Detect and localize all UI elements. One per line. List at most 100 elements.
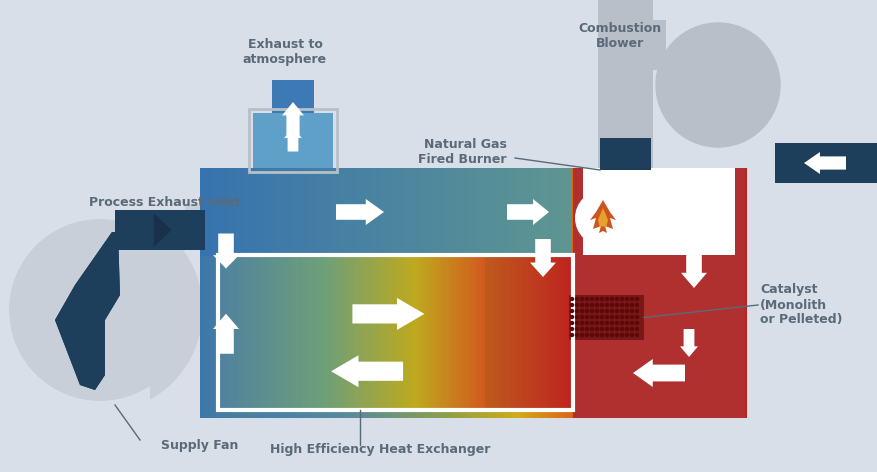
Bar — [331, 168, 334, 418]
Circle shape — [625, 303, 629, 306]
Bar — [378, 168, 381, 418]
Circle shape — [631, 303, 633, 306]
Bar — [332, 168, 336, 418]
Bar — [210, 256, 214, 418]
Bar — [487, 168, 491, 256]
Bar — [415, 255, 418, 410]
Bar — [431, 168, 436, 256]
Bar — [348, 168, 353, 256]
Bar — [422, 255, 425, 410]
Bar — [373, 168, 376, 418]
Circle shape — [590, 310, 594, 312]
Bar — [629, 168, 632, 418]
Bar — [274, 168, 279, 256]
Circle shape — [10, 220, 190, 400]
Bar — [424, 255, 428, 410]
Bar — [454, 255, 459, 410]
Bar — [710, 168, 714, 418]
Bar — [332, 255, 336, 410]
Bar — [351, 168, 354, 418]
Bar — [342, 168, 346, 256]
Circle shape — [616, 321, 618, 325]
Bar — [242, 168, 245, 418]
Circle shape — [625, 310, 629, 312]
Circle shape — [636, 297, 638, 301]
Circle shape — [571, 303, 574, 306]
Bar — [405, 168, 409, 418]
Bar — [217, 168, 219, 418]
Bar — [453, 168, 456, 418]
Bar — [680, 168, 683, 418]
Bar — [210, 168, 214, 418]
Circle shape — [571, 328, 574, 330]
Bar — [553, 168, 556, 418]
Circle shape — [590, 315, 594, 319]
Bar — [520, 168, 523, 418]
Bar — [391, 168, 394, 418]
Bar — [439, 168, 443, 418]
Bar — [374, 255, 378, 410]
Bar — [289, 168, 294, 256]
Bar — [271, 168, 275, 418]
Circle shape — [590, 297, 594, 301]
Bar — [483, 255, 487, 410]
Bar — [317, 168, 322, 256]
Bar — [732, 168, 736, 418]
Bar — [344, 255, 347, 410]
Polygon shape — [55, 232, 120, 390]
Bar — [507, 255, 510, 410]
Bar — [438, 255, 442, 410]
Bar — [705, 168, 709, 418]
Bar — [434, 168, 438, 256]
Circle shape — [571, 297, 574, 301]
Circle shape — [605, 310, 609, 312]
Circle shape — [601, 315, 603, 319]
Bar — [542, 255, 546, 410]
Bar — [447, 255, 452, 410]
Bar — [246, 256, 250, 418]
Bar — [303, 255, 307, 410]
Circle shape — [636, 303, 638, 306]
Bar — [450, 168, 454, 256]
Bar — [400, 255, 404, 410]
Bar — [240, 256, 243, 418]
Circle shape — [656, 23, 780, 147]
Bar — [485, 168, 488, 418]
Circle shape — [586, 303, 588, 306]
Bar — [474, 168, 478, 418]
Bar — [438, 168, 441, 418]
Circle shape — [605, 334, 609, 337]
Bar — [246, 168, 251, 256]
Bar — [428, 168, 432, 256]
Circle shape — [621, 328, 624, 330]
Bar — [318, 168, 321, 418]
Bar — [505, 168, 510, 256]
Circle shape — [586, 297, 588, 301]
Text: Exhaust to
atmosphere: Exhaust to atmosphere — [243, 38, 327, 66]
Circle shape — [631, 310, 633, 312]
Bar — [315, 168, 317, 418]
Bar — [654, 168, 658, 418]
Bar — [405, 255, 409, 410]
Bar — [596, 168, 599, 418]
Bar — [414, 168, 417, 418]
Bar — [556, 255, 560, 410]
Bar — [510, 168, 514, 418]
Bar — [725, 168, 728, 418]
Bar — [260, 168, 263, 418]
Bar — [674, 168, 677, 418]
Bar — [293, 168, 296, 418]
Bar — [312, 168, 316, 418]
Circle shape — [616, 328, 618, 330]
Bar — [451, 168, 454, 418]
Bar — [583, 168, 735, 255]
Bar — [638, 168, 641, 418]
Circle shape — [625, 321, 629, 325]
Bar — [518, 255, 523, 410]
Bar — [282, 255, 286, 410]
Bar — [383, 255, 388, 410]
Bar — [236, 168, 239, 418]
Bar — [717, 168, 721, 418]
Bar — [389, 168, 392, 418]
Bar — [719, 168, 723, 418]
